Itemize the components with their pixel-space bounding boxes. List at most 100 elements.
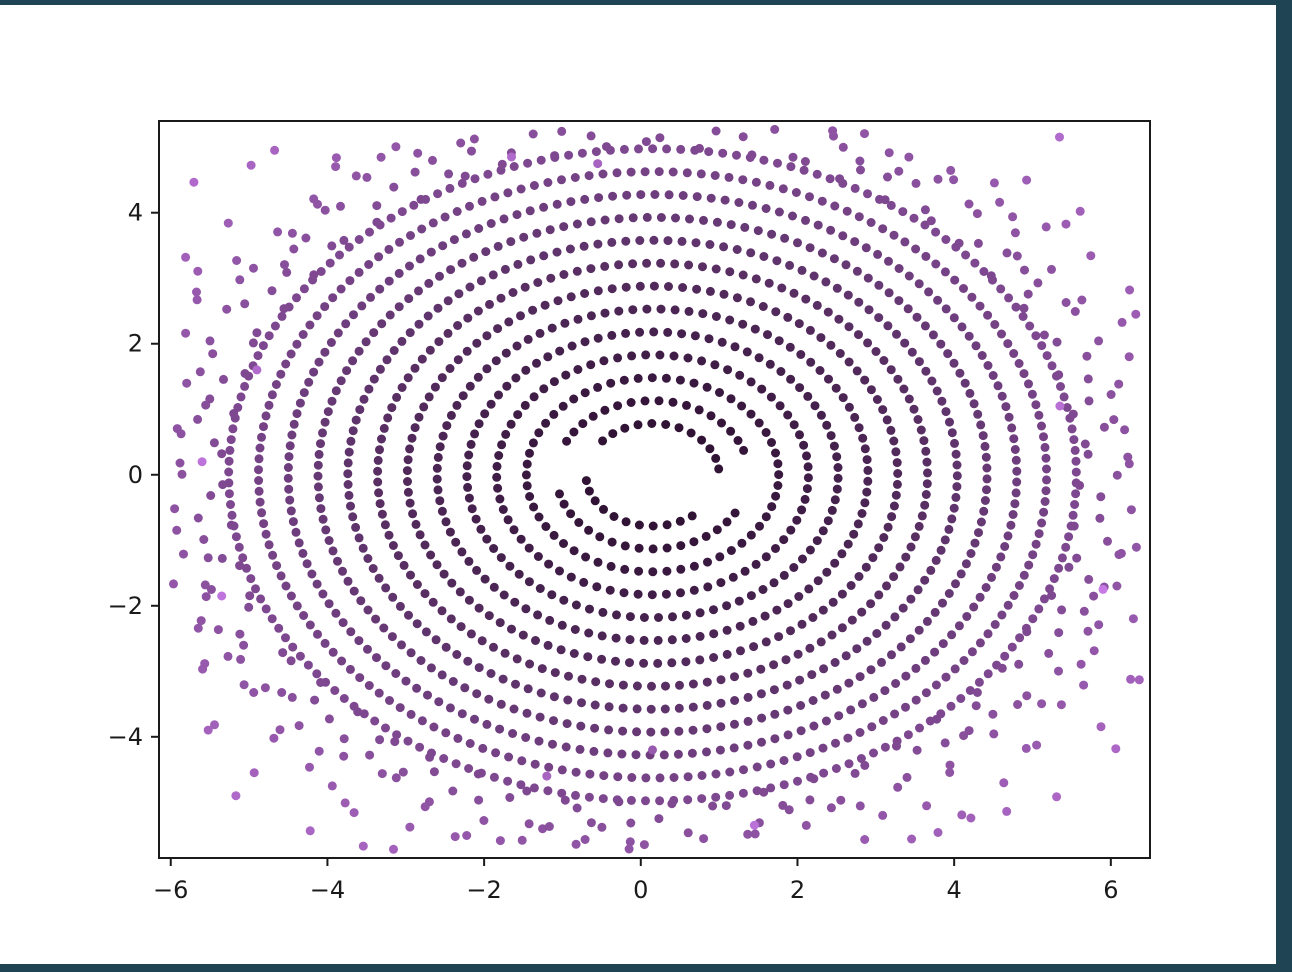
scatter-point (526, 255, 536, 265)
scatter-point (437, 606, 447, 616)
scatter-point (1019, 570, 1029, 580)
scatter-point (226, 500, 235, 509)
scatter-point (931, 555, 941, 565)
scatter-point (900, 338, 910, 348)
scatter-point (299, 284, 309, 294)
scatter-point (287, 430, 297, 440)
scatter-point (920, 220, 930, 230)
scatter-point (480, 409, 490, 419)
scatter-point (864, 305, 874, 315)
scatter-point (397, 640, 406, 650)
scatter-point (598, 794, 608, 804)
scatter-point (318, 514, 328, 524)
scatter-point (1031, 400, 1041, 410)
scatter-point (534, 512, 544, 522)
scatter-point (952, 460, 962, 470)
scatter-point (495, 494, 505, 504)
scatter-point (977, 351, 987, 360)
scatter-point (829, 441, 839, 451)
scatter-point (359, 394, 369, 404)
scatter-point (611, 633, 621, 643)
scatter-point (641, 773, 651, 783)
scatter-point (729, 743, 739, 753)
scatter-point (516, 780, 526, 790)
y-tick-label: 2 (128, 330, 143, 358)
scatter-point (528, 305, 538, 315)
scatter-point (642, 258, 652, 268)
scatter-point (388, 541, 398, 550)
scatter-point (495, 724, 505, 734)
scatter-point (628, 259, 638, 269)
scatter-point (695, 143, 704, 153)
scatter-point (432, 560, 442, 570)
scatter-point (753, 226, 763, 236)
scatter-point (850, 768, 860, 778)
scatter-point (536, 688, 546, 698)
scatter-point (500, 648, 510, 658)
scatter-point (786, 525, 796, 535)
scatter-point (785, 342, 795, 352)
scatter-point (608, 191, 618, 201)
scatter-point (854, 572, 864, 581)
scatter-point (514, 569, 524, 579)
scatter-point (617, 749, 627, 759)
scatter-point (429, 722, 439, 732)
scatter-point (486, 399, 496, 409)
scatter-point (441, 517, 451, 527)
scatter-point (634, 566, 644, 576)
scatter-point (884, 256, 893, 266)
scatter-point (1003, 531, 1013, 541)
scatter-point (619, 375, 629, 385)
scatter-point (893, 782, 903, 792)
scatter-point (384, 244, 394, 254)
scatter-point (277, 311, 287, 321)
scatter-point (1126, 505, 1136, 515)
scatter-point (950, 275, 960, 285)
scatter-point (1134, 675, 1144, 685)
scatter-point (1025, 321, 1035, 331)
scatter-point (624, 844, 634, 854)
scatter-point (809, 721, 819, 731)
scatter-point (647, 419, 657, 428)
scatter-point (585, 769, 595, 779)
scatter-point (1120, 425, 1130, 435)
scatter-point (501, 348, 511, 358)
scatter-point (685, 214, 694, 224)
scatter-point (389, 844, 398, 854)
scatter-point (737, 401, 747, 411)
scatter-point (1033, 278, 1043, 288)
scatter-point (344, 242, 354, 252)
scatter-point (277, 688, 287, 697)
scatter-point (648, 521, 658, 531)
scatter-point (632, 727, 642, 737)
scatter-point (689, 537, 699, 547)
scatter-point (376, 152, 386, 162)
scatter-point (571, 600, 581, 610)
scatter-point (830, 558, 840, 568)
scatter-point (486, 219, 496, 228)
scatter-point (1052, 792, 1062, 802)
scatter-point (464, 493, 474, 503)
scatter-point (600, 215, 610, 225)
scatter-point (832, 283, 842, 293)
scatter-point (817, 196, 827, 206)
scatter-point (393, 551, 403, 561)
scatter-point (1040, 497, 1050, 506)
scatter-point (743, 668, 753, 678)
scatter-point (274, 623, 284, 633)
scatter-point (580, 194, 590, 204)
scatter-point (604, 702, 614, 712)
scatter-point (751, 177, 761, 187)
scatter-point (452, 207, 462, 216)
scatter-point (386, 213, 396, 223)
scatter-point (1047, 361, 1057, 371)
scatter-point (577, 698, 586, 708)
scatter-point (863, 476, 873, 486)
scatter-point (647, 681, 656, 691)
scatter-point-outer (593, 159, 603, 169)
scatter-point (722, 601, 732, 611)
scatter-point (343, 576, 353, 586)
scatter-point (1022, 175, 1032, 185)
scatter-point (1018, 312, 1028, 321)
scatter-point (834, 314, 844, 324)
